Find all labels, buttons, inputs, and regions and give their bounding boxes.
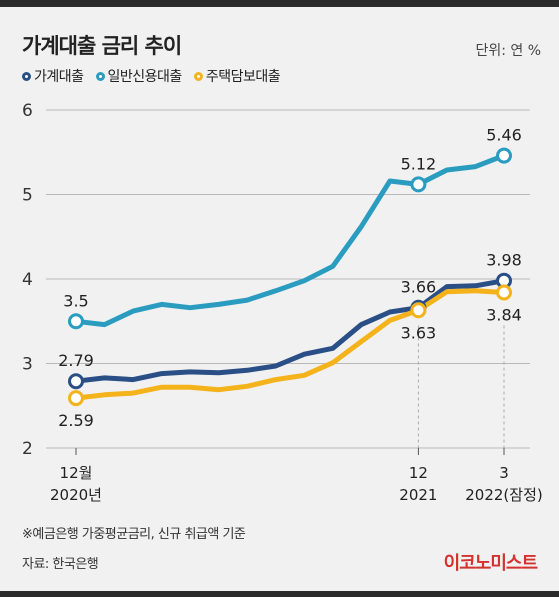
data-label: 3.63: [401, 323, 437, 342]
legend: 가계대출 일반신용대출 주택담보대출: [22, 66, 281, 86]
data-point-marker: [68, 390, 84, 407]
legend-label-credit: 일반신용대출: [107, 69, 183, 85]
data-point-marker: [68, 373, 84, 390]
data-label: 2.79: [58, 351, 94, 370]
legend-marker-credit: [95, 71, 105, 81]
brand-logo: 이코노미스트: [443, 553, 538, 574]
y-tick-label-2: 2: [22, 439, 33, 459]
legend-label-household: 가계대출: [34, 69, 84, 85]
legend-item-credit: 일반신용대출: [95, 66, 183, 86]
footnote: ※예금은행 가중평균금리, 신규 취급액 기준: [22, 527, 246, 542]
unit-label: 단위: 연 %: [475, 43, 541, 59]
y-tick-label-4: 4: [22, 270, 33, 290]
x-tick-label: 3: [499, 464, 509, 482]
chart-title: 가계대출 금리 추이: [22, 34, 182, 58]
data-point-marker: [496, 284, 512, 301]
x-tick-label: 2020년: [50, 486, 102, 504]
data-point-marker: [410, 176, 427, 193]
legend-marker-mortgage: [193, 71, 203, 81]
data-label: 3.5: [63, 291, 88, 310]
data-label: 3.84: [486, 306, 522, 325]
legend-item-household: 가계대출: [22, 66, 84, 86]
top-bar: [0, 0, 559, 7]
data-point-marker: [410, 302, 427, 319]
y-tick-label-6: 6: [22, 101, 33, 121]
legend-marker-household: [22, 71, 31, 81]
x-tick-label: 2021: [399, 486, 437, 504]
x-tick-label: 12월: [60, 464, 93, 482]
legend-item-mortgage: 주택담보대출: [193, 66, 281, 86]
data-point-marker: [496, 147, 512, 164]
data-label: 5.46: [486, 126, 522, 145]
bottom-bar: [0, 591, 559, 597]
source-label: 자료: 한국은행: [22, 557, 99, 572]
series-line-1: [73, 278, 507, 384]
data-label: 3.98: [486, 251, 522, 270]
data-label: 5.12: [401, 154, 437, 173]
series-line-0: [73, 153, 507, 328]
x-tick-label: 12: [409, 464, 428, 482]
x-tick-label: 2022(잠정): [465, 486, 542, 504]
legend-label-mortgage: 주택담보대출: [205, 69, 281, 85]
data-point-marker: [68, 313, 84, 330]
y-tick-label-5: 5: [22, 186, 33, 206]
data-label: 2.59: [58, 411, 94, 430]
series-line-2: [73, 288, 507, 401]
y-tick-label-3: 3: [22, 355, 33, 375]
data-label: 3.66: [401, 278, 437, 297]
